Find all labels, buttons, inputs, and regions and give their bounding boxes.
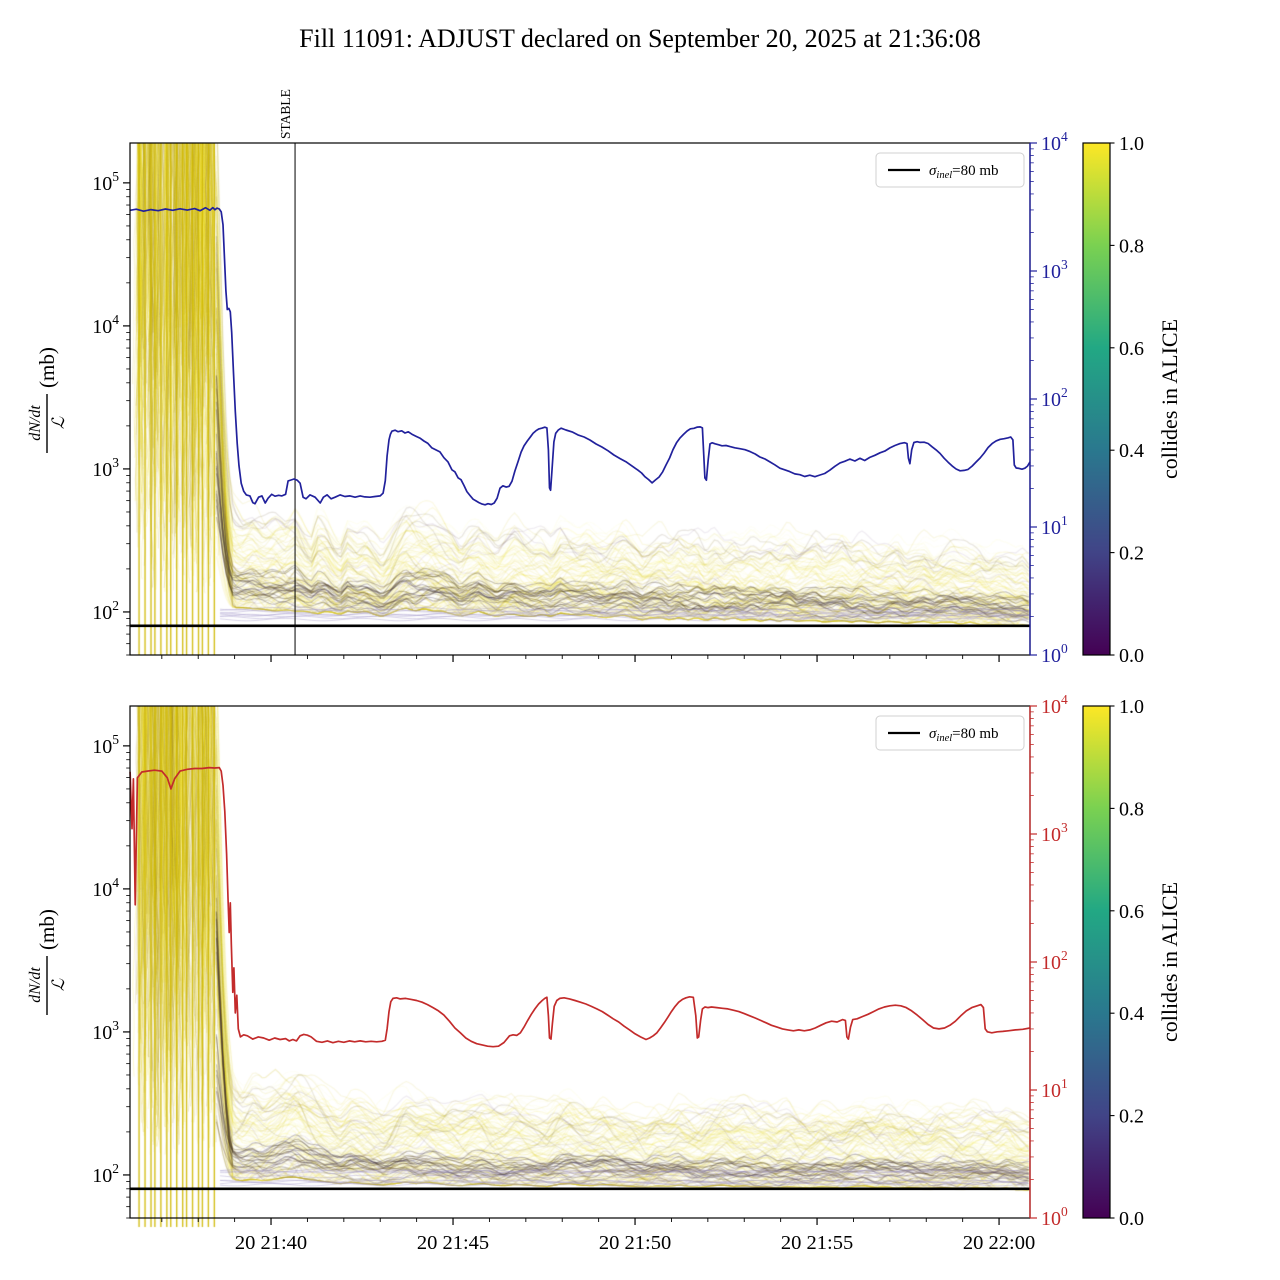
legend: σinel=80 mb xyxy=(875,715,1025,751)
y-tick-label-right: 102 xyxy=(1041,385,1068,411)
legend: σinel=80 mb xyxy=(875,152,1025,188)
colorbar-tick-label: 0.6 xyxy=(1119,901,1144,923)
y-axis-label: dN/dt ℒ (mb) xyxy=(27,909,68,1015)
plot-frame xyxy=(129,142,1031,656)
colorbar-tick-label: 0.2 xyxy=(1119,543,1144,565)
colorbar-gradient xyxy=(1082,705,1111,1219)
svg-text:dN/dt: dN/dt xyxy=(27,967,44,1003)
y-tick-label-left: 103 xyxy=(92,455,119,481)
y-tick-label-right: 100 xyxy=(1041,1204,1068,1230)
x-tick-label: 20 21:50 xyxy=(599,1232,671,1254)
y-tick-label-right: 101 xyxy=(1041,1076,1068,1102)
legend-label: σinel=80 mb xyxy=(929,726,999,744)
y-axis-label: dN/dt ℒ (mb) xyxy=(27,347,68,453)
y-tick-label-right: 103 xyxy=(1041,820,1068,846)
x-tick-label: 20 21:55 xyxy=(781,1232,853,1254)
svg-text:ℒ: ℒ xyxy=(49,978,68,991)
colorbar: 1.0 0.8 0.6 0.4 0.2 0.0 collides in ALICE xyxy=(1082,133,1182,667)
y-tick-label-right: 100 xyxy=(1041,641,1068,667)
x-tick-label: 20 22:00 xyxy=(963,1232,1035,1254)
figure-title: Fill 11091: ADJUST declared on September… xyxy=(299,24,981,53)
y-tick-label-right: 103 xyxy=(1041,257,1068,283)
rate-top xyxy=(129,206,1031,506)
svg-text:(mb): (mb) xyxy=(35,347,59,388)
bottom-panel: 20 21:40 20 21:45 20 21:50 20 21:55 20 22:00… xyxy=(27,692,1182,1254)
x-tick-label: 20 21:40 xyxy=(235,1232,307,1254)
colorbar-tick-label: 0.4 xyxy=(1119,1003,1144,1025)
colorbar-tick-label: 1.0 xyxy=(1119,133,1144,155)
top-panel: STABLE 102 103 104 105 100 101 102 103 104 σinel=8… xyxy=(27,89,1182,667)
colorbar-tick-label: 0.8 xyxy=(1119,235,1144,257)
colorbar: 1.0 0.8 0.6 0.4 0.2 0.0 collides in ALICE xyxy=(1082,696,1182,1230)
colorbar-tick-label: 0.2 xyxy=(1119,1106,1144,1128)
svg-text:ℒ: ℒ xyxy=(49,416,68,429)
y-tick-label-left: 102 xyxy=(92,598,119,624)
colorbar-tick-label: 0.6 xyxy=(1119,338,1144,360)
stable-label: STABLE xyxy=(278,89,293,139)
colorbar-gradient xyxy=(1082,142,1111,656)
legend-box xyxy=(875,152,1025,188)
plot-frame xyxy=(129,705,1031,1219)
legend-box xyxy=(875,715,1025,751)
colorbar-tick-label: 0.0 xyxy=(1119,645,1144,667)
y-tick-label-left: 105 xyxy=(92,732,119,758)
colorbar-tick-label: 0.4 xyxy=(1119,440,1144,462)
legend-label: σinel=80 mb xyxy=(929,163,999,181)
y-tick-label-left: 105 xyxy=(92,169,119,195)
colorbar-label: collides in ALICE xyxy=(1157,882,1182,1042)
colorbar-tick-label: 0.8 xyxy=(1119,798,1144,820)
svg-text:(mb): (mb) xyxy=(35,909,59,950)
y-tick-label-right: 101 xyxy=(1041,513,1068,539)
y-tick-label-right: 102 xyxy=(1041,948,1068,974)
y-tick-label-right: 104 xyxy=(1041,692,1068,718)
colorbar-tick-label: 0.0 xyxy=(1119,1208,1144,1230)
y-tick-label-left: 103 xyxy=(92,1018,119,1044)
svg-text:dN/dt: dN/dt xyxy=(27,405,44,441)
rate-bottom xyxy=(129,766,1031,1048)
y-tick-label-left: 102 xyxy=(92,1161,119,1187)
y-tick-label-right: 104 xyxy=(1041,129,1068,155)
colorbar-tick-label: 1.0 xyxy=(1119,696,1144,718)
x-tick-label: 20 21:45 xyxy=(417,1232,489,1254)
y-tick-label-left: 104 xyxy=(92,312,119,338)
colorbar-label: collides in ALICE xyxy=(1157,319,1182,479)
y-tick-label-left: 104 xyxy=(92,875,119,901)
